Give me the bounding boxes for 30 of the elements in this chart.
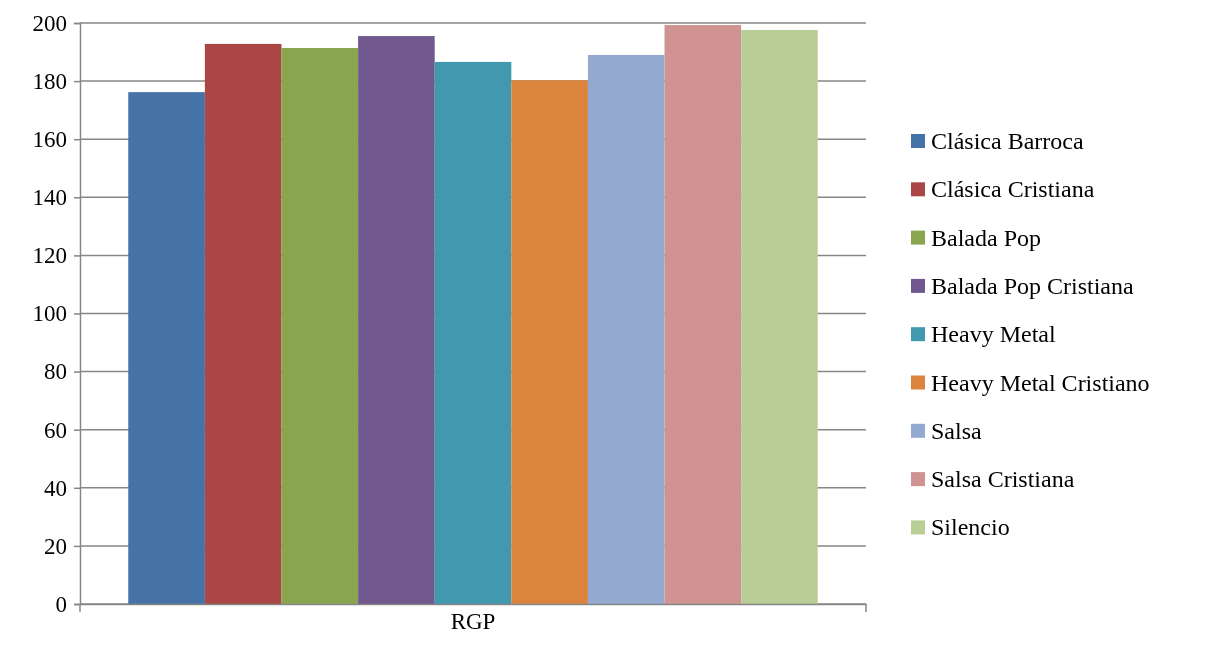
x-tick-label: RGP bbox=[450, 609, 496, 634]
y-tick-label: 60 bbox=[44, 417, 67, 443]
y-tick-label: 200 bbox=[32, 10, 67, 36]
y-tick-label: 160 bbox=[32, 127, 67, 153]
y-tick-label: 80 bbox=[44, 359, 67, 385]
bar bbox=[204, 43, 282, 604]
legend-label: Salsa Cristiana bbox=[931, 466, 1075, 493]
legend-label: Balada Pop bbox=[931, 224, 1041, 251]
y-tick-label: 180 bbox=[32, 68, 67, 94]
legend-label: Salsa bbox=[931, 417, 983, 444]
legend-label: Heavy Metal Cristiano bbox=[931, 369, 1150, 396]
y-tick-label: 140 bbox=[32, 185, 67, 211]
bar bbox=[664, 25, 742, 604]
bar bbox=[358, 36, 435, 604]
y-tick-label: 0 bbox=[55, 591, 67, 617]
y-tick-label: 20 bbox=[44, 533, 67, 559]
legend-label: Clásica Cristiana bbox=[931, 176, 1095, 203]
y-tick-label: 120 bbox=[32, 243, 67, 269]
y-tick-label: 40 bbox=[44, 475, 67, 501]
bar bbox=[281, 47, 359, 604]
bar bbox=[741, 29, 818, 604]
legend-label: Heavy Metal bbox=[931, 321, 1056, 348]
bar bbox=[434, 61, 512, 604]
legend-label: Clásica Barroca bbox=[931, 128, 1084, 154]
legend-label: Balada Pop Cristiana bbox=[931, 272, 1134, 299]
bar bbox=[511, 80, 588, 604]
legend-label: Silencio bbox=[931, 514, 1010, 541]
y-tick-label: 100 bbox=[32, 301, 67, 327]
bar bbox=[128, 92, 205, 604]
bar bbox=[587, 54, 665, 604]
